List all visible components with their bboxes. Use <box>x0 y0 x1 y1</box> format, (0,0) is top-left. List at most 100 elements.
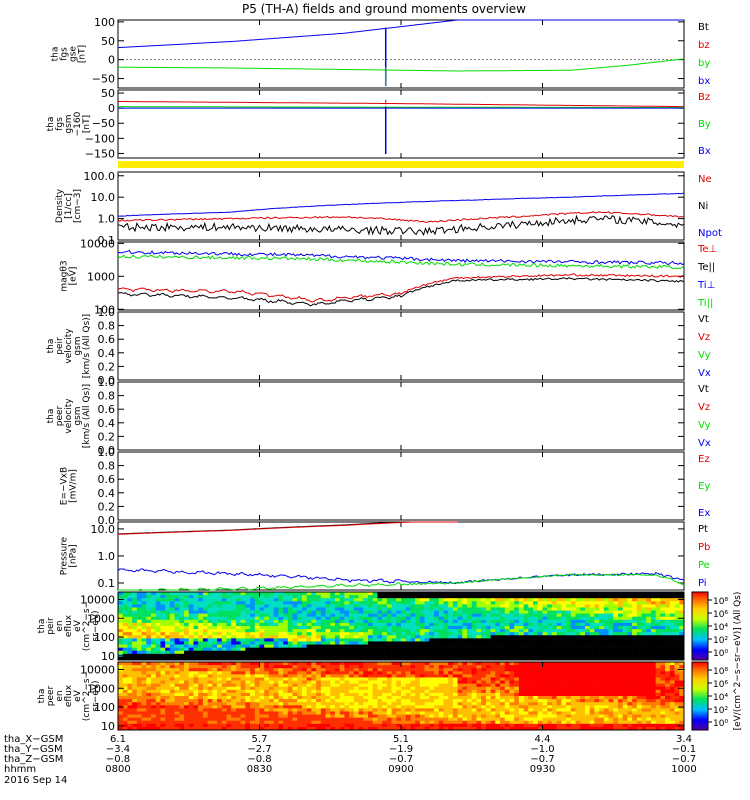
spectrogram-cell <box>169 626 175 630</box>
spectrogram-cell <box>235 720 241 725</box>
spectrogram-cell <box>523 616 529 621</box>
spectrogram-cell <box>410 604 416 608</box>
spectrogram-cell <box>594 629 600 633</box>
spectrogram-cell <box>283 638 289 642</box>
spectrogram-cell <box>481 653 487 658</box>
spectrogram-cell <box>198 723 204 728</box>
spectrogram-cell <box>198 626 204 630</box>
spectrogram-cell <box>221 674 227 678</box>
spectrogram-cell <box>665 592 671 596</box>
spectrogram-cell <box>660 616 666 621</box>
spectrogram-cell <box>292 638 298 642</box>
spectrogram-cell <box>235 647 241 652</box>
spectrogram-cell <box>636 619 642 624</box>
spectrogram-cell <box>118 696 124 700</box>
spectrogram-cell <box>188 720 194 725</box>
spectrogram-cell <box>141 708 147 712</box>
spectrogram-cell <box>132 671 138 675</box>
spectrogram-cell <box>429 607 435 611</box>
spectrogram-cell <box>514 607 520 611</box>
y-tick-label: 0.4 <box>98 347 116 360</box>
spectrogram-cell <box>500 638 506 642</box>
spectrogram-cell <box>551 638 557 642</box>
spectrogram-cell <box>467 626 473 630</box>
spectrogram-cell <box>547 692 553 697</box>
spectrogram-cell <box>174 680 180 684</box>
spectrogram-cell <box>287 616 293 621</box>
spectrogram-cell <box>410 632 416 636</box>
spectrogram-cell <box>589 622 595 627</box>
spectrogram-cell <box>542 613 548 618</box>
spectrogram-cell <box>386 598 392 602</box>
spectrogram-cell <box>273 705 279 709</box>
spectrogram-cell <box>367 702 373 706</box>
spectrogram-cell <box>533 613 539 618</box>
spectrogram-cell <box>207 656 213 661</box>
y-axis-label-line: en <box>55 620 65 631</box>
spectrogram-cell <box>514 717 520 722</box>
spectrogram-cell <box>556 665 562 669</box>
spectrogram-cell <box>419 604 425 608</box>
spectrogram-cell <box>198 714 204 718</box>
spectrogram-cell <box>136 592 142 596</box>
spectrogram-cell <box>665 641 671 645</box>
spectrogram-cell <box>504 668 510 672</box>
spectrogram-cell <box>363 714 369 718</box>
spectrogram-cell <box>155 671 161 675</box>
spectrogram-cell <box>127 692 133 697</box>
spectrogram-cell <box>462 699 468 703</box>
spectrogram-cell <box>226 610 232 614</box>
spectrogram-cell <box>556 619 562 624</box>
spectrogram-cell <box>344 662 350 666</box>
spectrogram-cell <box>165 653 171 658</box>
spectrogram-cell <box>504 686 510 691</box>
spectrogram-cell <box>603 619 609 624</box>
spectrogram-cell <box>391 622 397 627</box>
spectrogram-cell <box>551 683 557 688</box>
spectrogram-cell <box>476 717 482 722</box>
spectrogram-cell <box>434 598 440 602</box>
spectrogram-cell <box>547 604 553 608</box>
spectrogram-cell <box>367 686 373 691</box>
spectrogram-cell <box>495 653 501 658</box>
spectrogram-cell <box>509 726 515 731</box>
spectrogram-cell <box>575 607 581 611</box>
spectrogram-cell <box>301 613 307 618</box>
spectrogram-cell <box>141 677 147 681</box>
spectrogram-cell <box>184 592 190 596</box>
spectrogram-cell <box>518 595 524 599</box>
spectrogram-cell <box>278 626 284 630</box>
spectrogram-cell <box>665 622 671 627</box>
spectrogram-cell <box>495 604 501 608</box>
spectrogram-cell <box>415 638 421 642</box>
spectrogram-cell <box>523 610 529 614</box>
y-tick-label: 10 <box>101 650 115 663</box>
spectrogram-cell <box>419 665 425 669</box>
spectrogram-cell <box>429 662 435 666</box>
spectrogram-cell <box>311 674 317 678</box>
spectrogram-cell <box>462 711 468 715</box>
spectrogram-cell <box>240 680 246 684</box>
spectrogram-cell <box>641 622 647 627</box>
spectrogram-cell <box>254 665 260 669</box>
spectrogram-cell <box>401 665 407 669</box>
spectrogram-cell <box>188 613 194 618</box>
legend-bz: bz <box>698 40 710 51</box>
spectrogram-cell <box>217 708 223 712</box>
spectrogram-cell <box>547 726 553 731</box>
spectrogram-cell <box>363 647 369 652</box>
spectrogram-cell <box>193 662 199 666</box>
spectrogram-cell <box>551 613 557 618</box>
spectrogram-cell <box>410 635 416 639</box>
spectrogram-cell <box>608 604 614 608</box>
spectrogram-cell <box>500 665 506 669</box>
spectrogram-cell <box>542 692 548 697</box>
spectrogram-cell <box>316 677 322 681</box>
spectrogram-cell <box>551 717 557 722</box>
spectrogram-cell <box>452 622 458 627</box>
spectrogram-cell <box>457 604 463 608</box>
spectrogram-cell <box>551 644 557 648</box>
spectrogram-cell <box>184 601 190 605</box>
spectrogram-cell <box>377 723 383 728</box>
